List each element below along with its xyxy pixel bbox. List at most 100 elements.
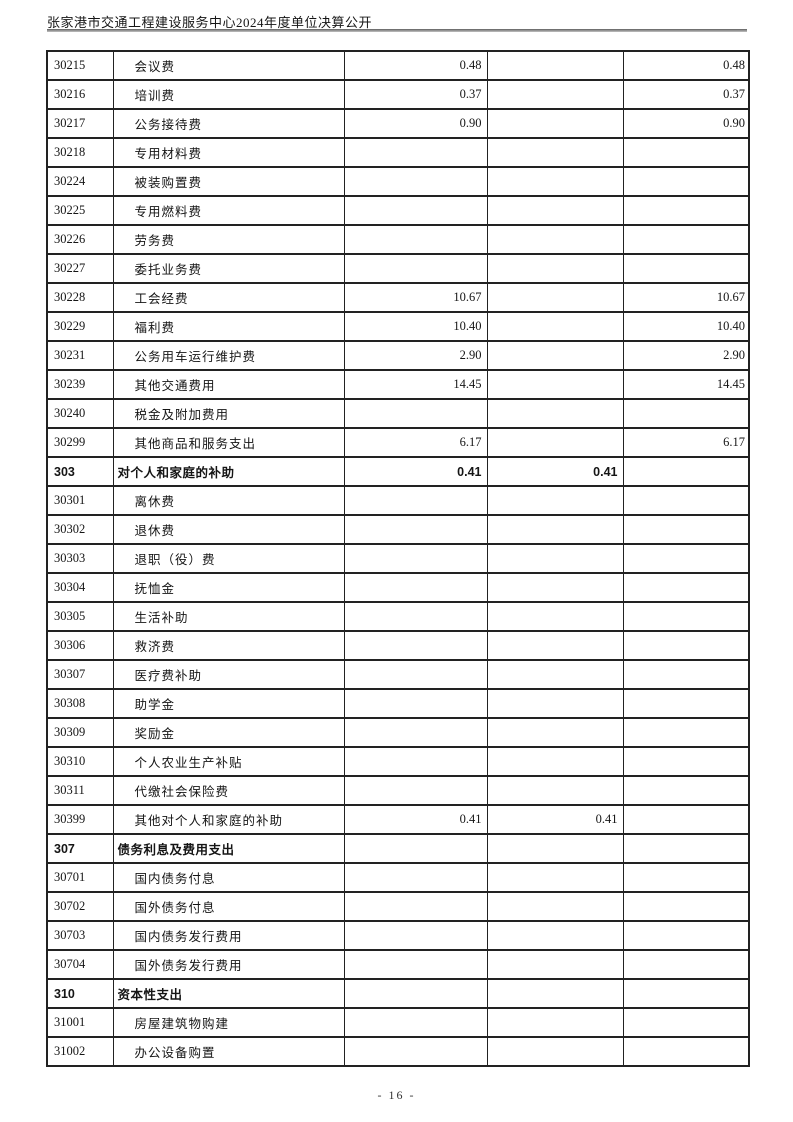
subject-name-cell: 生活补助 <box>112 601 345 632</box>
amount-cell: 6.17 <box>622 427 750 458</box>
table-row: 310 资本性支出 <box>46 978 750 1009</box>
amount-cell <box>486 311 624 342</box>
subject-name-cell: 其他对个人和家庭的补助 <box>112 804 345 835</box>
amount-cell: 0.41 <box>486 804 624 835</box>
amount-cell <box>343 717 488 748</box>
amount-cell <box>486 282 624 313</box>
table-row: 30215 会议费 0.48 0.48 <box>46 50 750 81</box>
amount-cell <box>622 456 750 487</box>
amount-cell <box>486 833 624 864</box>
amount-cell: 10.40 <box>622 311 750 342</box>
subject-code-cell: 310 <box>46 978 114 1009</box>
subject-code-cell: 303 <box>46 456 114 487</box>
amount-cell <box>343 398 488 429</box>
amount-cell <box>622 543 750 574</box>
economic-classification-table-body: 30215 会议费 0.48 0.48 30216 培训费 0.37 0.37 30217 公务接… <box>46 50 750 1067</box>
table-row: 30225 专用燃料费 <box>46 195 750 226</box>
amount-cell <box>622 1007 750 1038</box>
subject-code-cell: 30218 <box>46 137 114 168</box>
table-row: 30702 国外债务付息 <box>46 891 750 922</box>
subject-code-cell: 30704 <box>46 949 114 980</box>
table-row: 30302 退休费 <box>46 514 750 545</box>
amount-cell: 0.41 <box>343 804 488 835</box>
subject-code-cell: 30304 <box>46 572 114 603</box>
subject-name-cell: 救济费 <box>112 630 345 661</box>
subject-code-cell: 30229 <box>46 311 114 342</box>
amount-cell: 2.90 <box>343 340 488 371</box>
amount-cell <box>622 891 750 922</box>
subject-name-cell: 个人农业生产补贴 <box>112 746 345 777</box>
subject-name-cell: 国外债务发行费用 <box>112 949 345 980</box>
subject-name-cell: 会议费 <box>112 50 345 81</box>
amount-cell <box>622 775 750 806</box>
subject-name-cell: 医疗费补助 <box>112 659 345 690</box>
amount-cell <box>486 253 624 284</box>
amount-cell <box>343 630 488 661</box>
amount-cell <box>622 659 750 690</box>
subject-code-cell: 30703 <box>46 920 114 951</box>
amount-cell <box>343 833 488 864</box>
table-row: 30239 其他交通费用 14.45 14.45 <box>46 369 750 400</box>
amount-cell <box>343 195 488 226</box>
subject-name-cell: 公务用车运行维护费 <box>112 340 345 371</box>
amount-cell <box>622 224 750 255</box>
amount-cell <box>622 978 750 1009</box>
subject-name-cell: 国外债务付息 <box>112 891 345 922</box>
table-row: 30305 生活补助 <box>46 601 750 632</box>
table-row: 30701 国内债务付息 <box>46 862 750 893</box>
amount-cell: 14.45 <box>343 369 488 400</box>
subject-code-cell: 30224 <box>46 166 114 197</box>
subject-name-cell: 退职（役）费 <box>112 543 345 574</box>
page-number: - 16 - <box>377 1088 416 1102</box>
table-row: 30226 劳务费 <box>46 224 750 255</box>
amount-cell <box>486 1007 624 1038</box>
amount-cell <box>486 369 624 400</box>
subject-name-cell: 房屋建筑物购建 <box>112 1007 345 1038</box>
amount-cell: 10.67 <box>622 282 750 313</box>
table-row: 30703 国内债务发行费用 <box>46 920 750 951</box>
subject-code-cell: 30305 <box>46 601 114 632</box>
subject-code-cell: 30701 <box>46 862 114 893</box>
amount-cell <box>622 717 750 748</box>
table-row: 303 对个人和家庭的补助 0.41 0.41 <box>46 456 750 487</box>
amount-cell <box>486 340 624 371</box>
amount-cell <box>622 920 750 951</box>
amount-cell <box>622 195 750 226</box>
amount-cell <box>343 224 488 255</box>
amount-cell <box>343 862 488 893</box>
table-row: 30301 离休费 <box>46 485 750 516</box>
table-row: 30217 公务接待费 0.90 0.90 <box>46 108 750 139</box>
subject-code-cell: 30217 <box>46 108 114 139</box>
subject-name-cell: 工会经费 <box>112 282 345 313</box>
amount-cell: 14.45 <box>622 369 750 400</box>
subject-name-cell: 代缴社会保险费 <box>112 775 345 806</box>
amount-cell <box>486 427 624 458</box>
amount-cell <box>343 166 488 197</box>
amount-cell <box>622 746 750 777</box>
subject-name-cell: 福利费 <box>112 311 345 342</box>
subject-name-cell: 专用材料费 <box>112 137 345 168</box>
subject-code-cell: 31002 <box>46 1036 114 1067</box>
subject-name-cell: 债务利息及费用支出 <box>112 833 345 864</box>
amount-cell: 0.41 <box>343 456 488 487</box>
amount-cell <box>343 659 488 690</box>
subject-code-cell: 31001 <box>46 1007 114 1038</box>
amount-cell: 0.48 <box>343 50 488 81</box>
subject-code-cell: 30307 <box>46 659 114 690</box>
amount-cell <box>622 949 750 980</box>
table-row: 30307 医疗费补助 <box>46 659 750 690</box>
amount-cell: 0.48 <box>622 50 750 81</box>
amount-cell <box>622 1036 750 1067</box>
amount-cell <box>486 398 624 429</box>
table-row: 30229 福利费 10.40 10.40 <box>46 311 750 342</box>
subject-code-cell: 30309 <box>46 717 114 748</box>
amount-cell <box>486 746 624 777</box>
table-row: 30311 代缴社会保险费 <box>46 775 750 806</box>
amount-cell: 6.17 <box>343 427 488 458</box>
amount-cell <box>486 485 624 516</box>
subject-name-cell: 离休费 <box>112 485 345 516</box>
subject-code-cell: 30228 <box>46 282 114 313</box>
subject-code-cell: 30227 <box>46 253 114 284</box>
amount-cell <box>486 717 624 748</box>
subject-name-cell: 退休费 <box>112 514 345 545</box>
